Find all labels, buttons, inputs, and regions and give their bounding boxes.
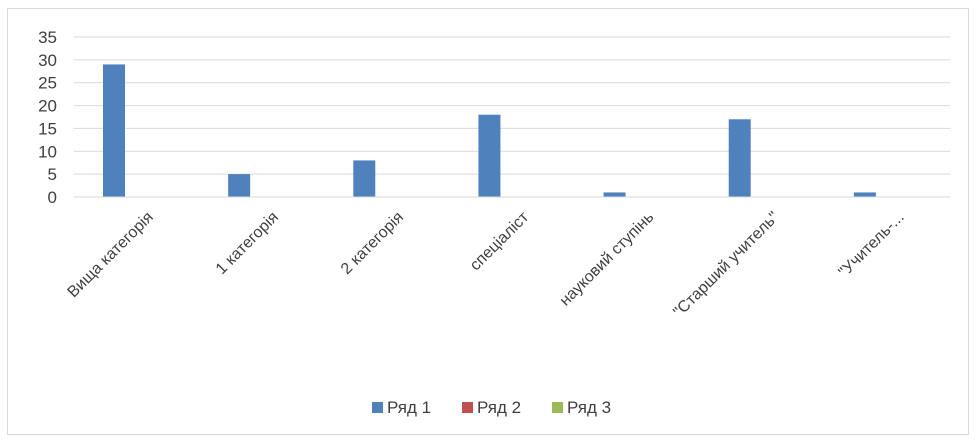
category-label: 2 категорія: [338, 209, 407, 278]
category-label: "Учитель-...: [836, 209, 908, 281]
y-tick-label: 15: [38, 119, 57, 138]
legend-label: Ряд 3: [567, 398, 611, 417]
legend: Ряд 1 Ряд 2 Ряд 3: [372, 398, 611, 417]
legend-swatch: [372, 402, 383, 413]
legend-swatch: [462, 402, 473, 413]
y-tick-label: 25: [38, 74, 57, 93]
legend-label: Ряд 2: [477, 398, 521, 417]
category-label: "Старший учитель": [670, 209, 782, 321]
category-label: науковий ступінь: [557, 209, 658, 310]
legend-label: Ряд 1: [387, 398, 431, 417]
bar-1-3: [353, 160, 376, 197]
category-label: Вища категорія: [65, 209, 157, 301]
bar-1-7: [853, 192, 876, 197]
y-tick-label: 30: [38, 51, 57, 70]
gridlines: [74, 36, 950, 198]
y-tick-label: 20: [38, 97, 57, 116]
y-tick-label: 5: [48, 165, 57, 184]
bar-1-4: [478, 114, 501, 197]
bar-1-6: [728, 119, 751, 197]
x-axis: Вища категорія 1 категорія 2 категорія спец…: [65, 196, 950, 321]
category-label: 1 категорія: [213, 209, 282, 278]
category-label: спеціаліст: [467, 208, 533, 274]
bar-1-2: [228, 174, 251, 197]
bars: [103, 64, 876, 197]
legend-swatch: [552, 402, 563, 413]
bar-1-1: [103, 64, 125, 197]
chart-frame: [7, 8, 969, 435]
bar-1-5: [603, 192, 626, 197]
y-tick-label: 10: [38, 142, 57, 161]
y-tick-label: 0: [48, 188, 57, 207]
y-axis: 0 5 10 15 20 25 30 35: [38, 28, 57, 207]
y-tick-label: 35: [38, 28, 57, 47]
